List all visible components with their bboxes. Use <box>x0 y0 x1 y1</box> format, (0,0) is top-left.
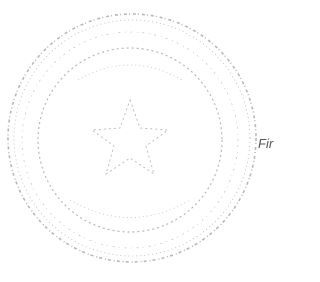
scan: Fir <box>0 0 280 282</box>
page: {"signature_text": "Fir"} Fir (() => { c… <box>0 0 280 282</box>
background <box>0 0 280 282</box>
signature-text: Fir <box>258 136 274 151</box>
